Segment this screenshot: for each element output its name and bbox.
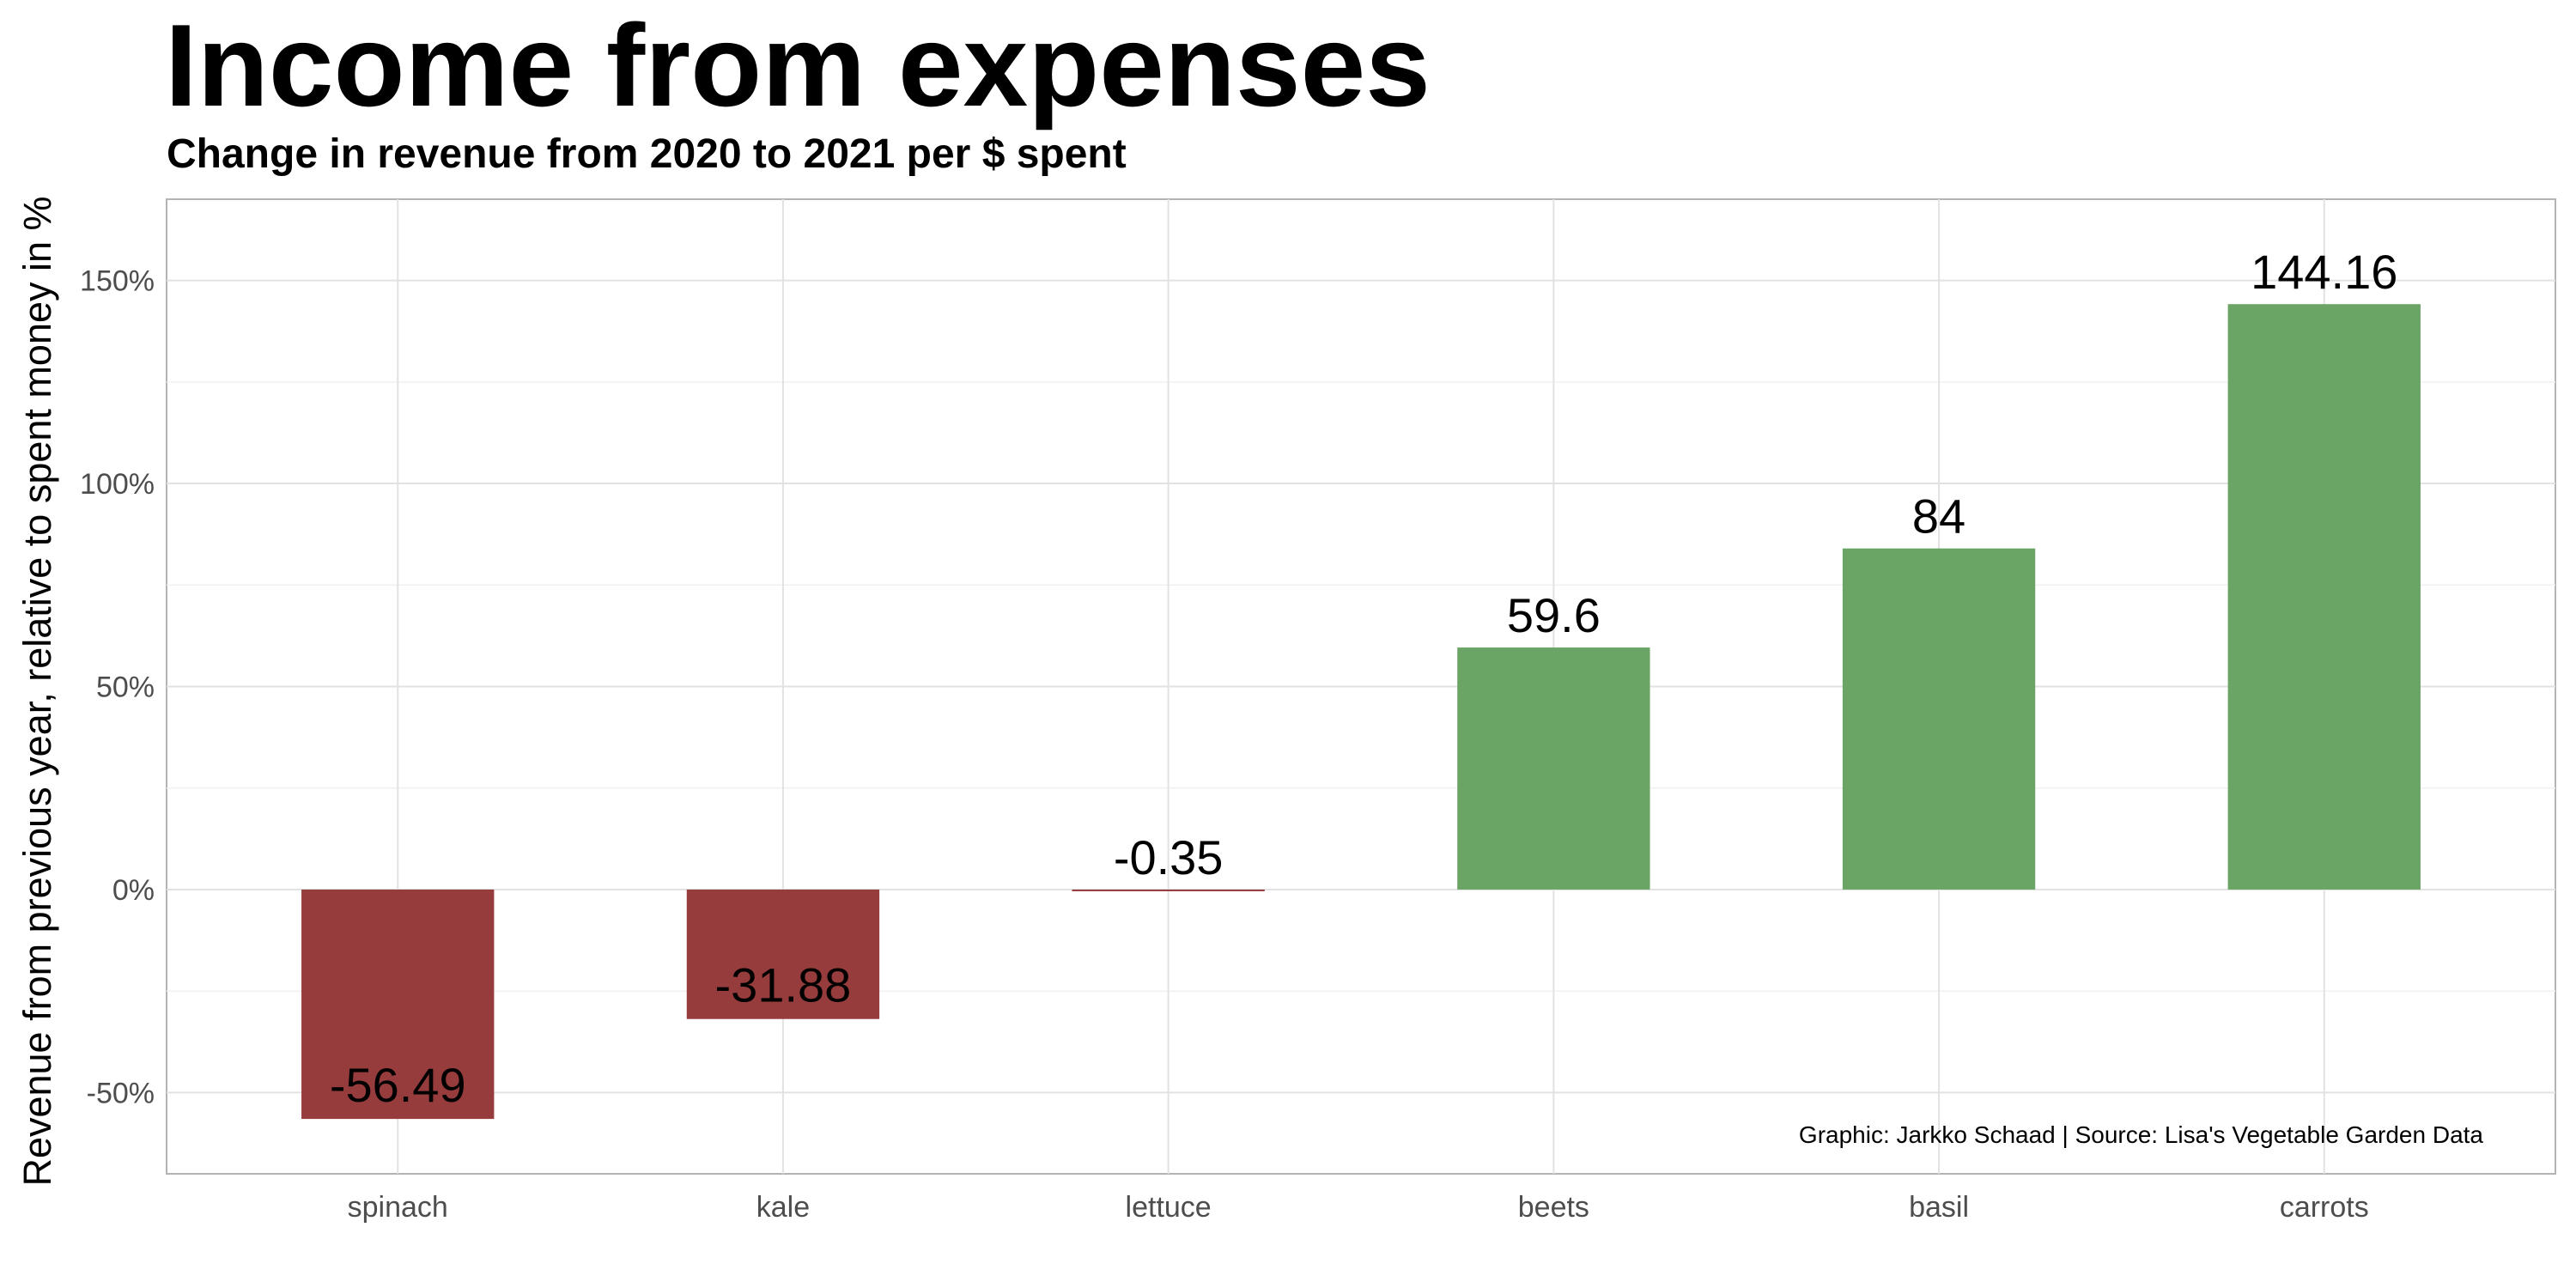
chart-caption: Graphic: Jarkko Schaad | Source: Lisa's … <box>1799 1121 2483 1148</box>
value-labels: -56.49 -31.88 -0.35 59.6 84 144.16 <box>330 245 2398 1112</box>
bar-basil <box>1842 548 2036 890</box>
x-tick-label: kale <box>756 1191 810 1224</box>
y-tick-label: 100% <box>80 468 155 501</box>
value-label-carrots: 144.16 <box>2251 245 2397 299</box>
y-tick-label: -50% <box>87 1077 155 1109</box>
bar-kale <box>686 889 880 1019</box>
value-label-basil: 84 <box>1912 489 1965 544</box>
x-tick-label: beets <box>1518 1191 1589 1224</box>
bar-spinach <box>301 889 495 1120</box>
x-tick-label: spinach <box>348 1191 448 1224</box>
y-tick-label: 150% <box>80 265 155 298</box>
chart-subtitle: Change in revenue from 2020 to 2021 per … <box>167 131 1127 177</box>
chart-title: Income from expenses <box>165 0 1431 131</box>
x-tick-label: lettuce <box>1126 1191 1212 1224</box>
bar-beets <box>1457 647 1650 890</box>
x-tick-label: carrots <box>2280 1191 2369 1224</box>
value-label-beets: 59.6 <box>1507 588 1601 642</box>
bar-lettuce <box>1072 889 1265 891</box>
bars <box>301 304 2421 1120</box>
value-label-spinach: -56.49 <box>330 1058 466 1112</box>
y-tick-label: 50% <box>96 671 155 704</box>
y-axis-ticks: -50% 0% 50% 100% 150% <box>80 265 155 1110</box>
value-label-lettuce: -0.35 <box>1114 830 1224 884</box>
y-tick-label: 0% <box>112 874 155 907</box>
x-tick-label: basil <box>1909 1191 1969 1224</box>
value-label-kale: -31.88 <box>715 958 852 1012</box>
x-axis-ticks: spinach kale lettuce beets basil carrots <box>348 1191 2369 1224</box>
bar-carrots <box>2227 304 2421 890</box>
